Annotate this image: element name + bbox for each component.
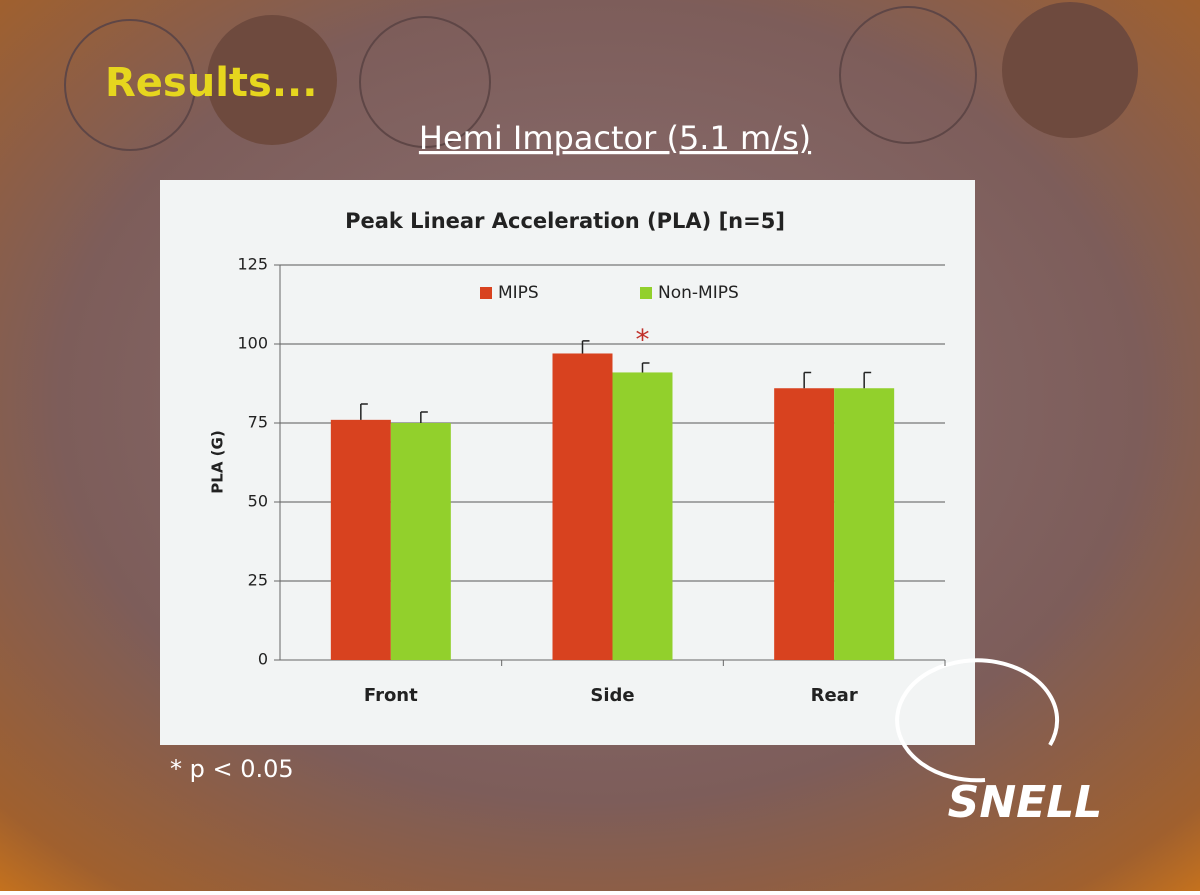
legend-swatch — [480, 287, 492, 299]
y-tick-label: 100 — [237, 334, 268, 353]
error-bar — [641, 362, 650, 373]
error-bar — [803, 371, 812, 389]
y-tick-label: 50 — [248, 492, 268, 511]
y-axis-label: PLA (G) — [209, 430, 227, 493]
deco-circle — [207, 15, 337, 145]
legend-swatch — [640, 287, 652, 299]
logo-arc — [895, 658, 1060, 783]
bar — [612, 372, 673, 660]
deco-circle — [359, 16, 491, 148]
y-tick-label: 0 — [258, 650, 268, 669]
chart-title: Peak Linear Acceleration (PLA) [n=5] — [345, 209, 785, 233]
footnote: * p < 0.05 — [170, 755, 294, 783]
error-bar — [581, 340, 590, 354]
error-bar — [420, 411, 428, 423]
bar — [774, 388, 835, 660]
significance-marker: * — [636, 323, 650, 356]
legend-label: Non-MIPS — [658, 283, 739, 303]
plot: 0 25 50 75 100 125 Front Side Rear * MIPS Non-MIPS — [237, 255, 946, 706]
slide-heading: Results... — [105, 60, 317, 106]
bar — [834, 388, 895, 660]
deco-circle — [839, 6, 977, 144]
bar — [552, 353, 613, 660]
y-tick-label: 125 — [237, 255, 268, 274]
legend-label: MIPS — [498, 283, 539, 303]
slide-subtitle: Hemi Impactor (5.1 m/s) — [419, 119, 811, 157]
error-bar — [863, 371, 872, 389]
x-tick-label: Rear — [811, 685, 858, 706]
error-bar — [360, 403, 368, 420]
bar — [330, 419, 391, 660]
logo: SNELL — [948, 777, 1103, 828]
x-tick-label: Side — [590, 685, 634, 706]
bar — [390, 423, 451, 660]
y-tick-label: 25 — [248, 571, 268, 590]
x-tick-label: Front — [364, 685, 418, 706]
deco-circle — [1002, 2, 1138, 138]
y-tick-label: 75 — [248, 413, 268, 432]
deco-circle — [64, 19, 196, 151]
